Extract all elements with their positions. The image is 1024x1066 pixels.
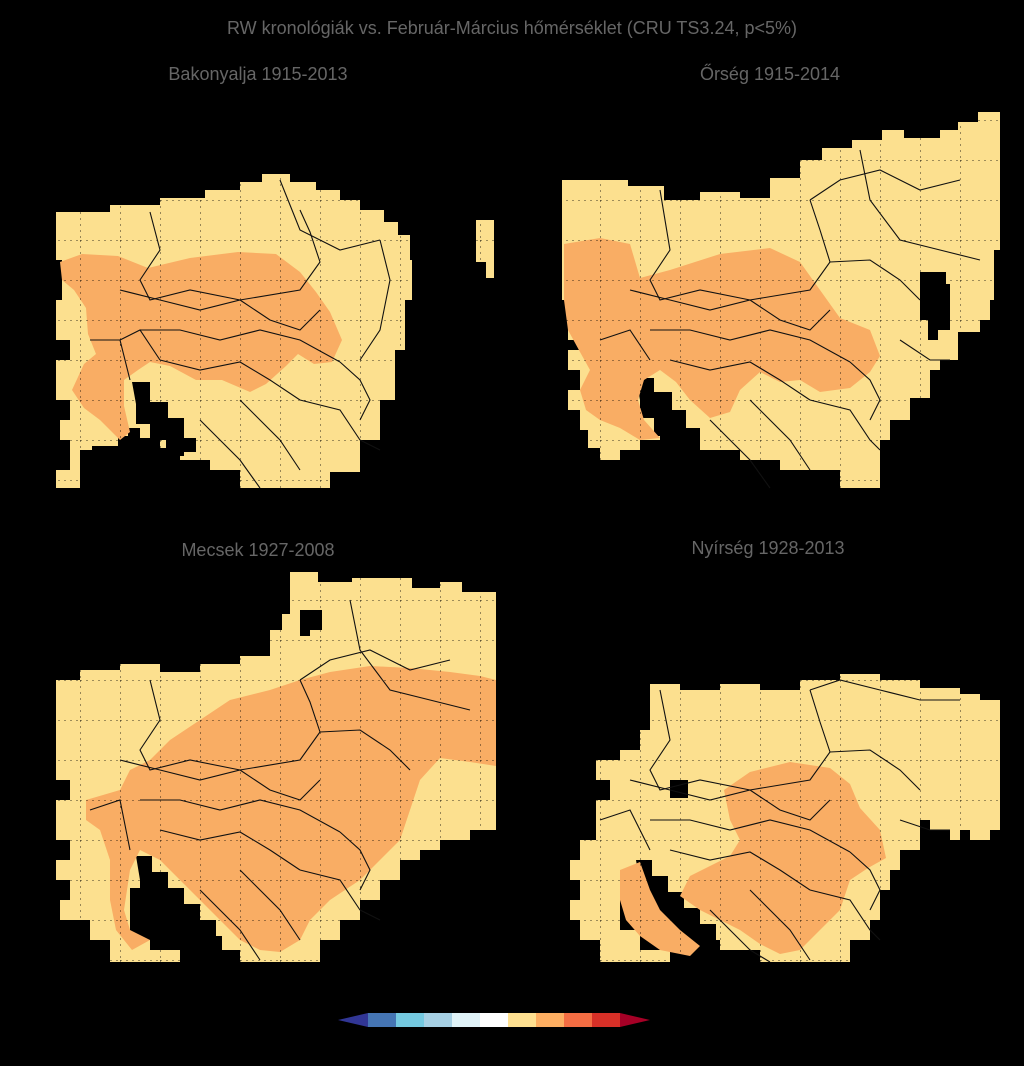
country-borders-bakonyalja [90,179,391,489]
map-panel-nyirseg [562,560,1002,963]
panel-title-orseg: Őrség 1915-2014 [699,64,841,84]
country-borders-mecsek [89,599,471,961]
panel-title-bakonyalja: Bakonyalja 1915-2013 [168,64,348,84]
panel-title-nyirseg: Nyírség 1928-2013 [691,538,845,558]
panel-title-mecsek: Mecsek 1927-2008 [181,540,335,560]
colorbar-cell [564,1013,592,1027]
colorbar-extend-high [620,1013,650,1027]
colorbar-cell [396,1013,424,1027]
colorbar-cell [508,1013,536,1027]
colorbar-cell [536,1013,564,1027]
country-borders-nyirseg [599,679,960,963]
colorbar-cell [452,1013,480,1027]
colorbar-cell [592,1013,620,1027]
colorbar-cell [424,1013,452,1027]
map-panel-bakonyalja [56,80,496,490]
map-panel-mecsek [56,560,496,962]
country-borders-orseg [599,149,981,489]
colorbar-cell [368,1013,396,1027]
colorbar [338,1013,650,1027]
colorbar-extend-low [338,1013,368,1027]
map-panel-orseg [562,80,1002,490]
colorbar-cell [480,1013,508,1027]
figure-title: RW kronológiák vs. Február-Március hőmér… [226,18,798,38]
